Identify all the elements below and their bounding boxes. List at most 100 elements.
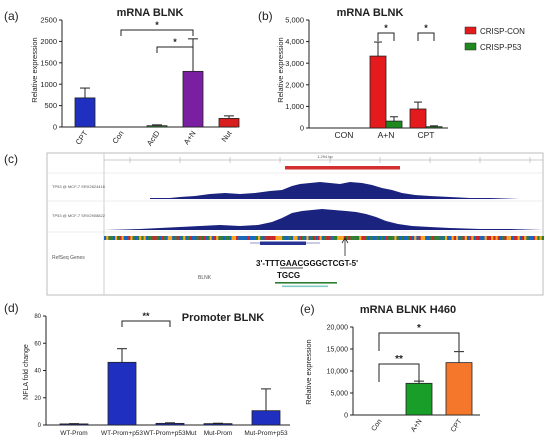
x-label: CPT <box>74 129 90 147</box>
base-mark <box>167 236 170 240</box>
panel-c: (c) 1,294 bp TP53 @ MCF-7 SRX2824416 TP5… <box>4 152 544 296</box>
base-mark <box>310 236 313 240</box>
x-label: WT-Prom+p53 <box>101 430 143 437</box>
base-mark <box>165 236 168 240</box>
panel-d-significance: ** <box>121 311 171 327</box>
sig-con-an-bracket <box>120 29 194 36</box>
bar-crisp-con-an <box>369 55 387 129</box>
base-mark <box>141 236 144 240</box>
y-tick-label: 1000 <box>40 80 57 89</box>
base-mark <box>139 236 142 240</box>
panel-d-title: Promoter BLNK <box>182 312 265 324</box>
bar-crisp-p53-cpt <box>425 126 443 129</box>
base-mark <box>134 236 137 240</box>
base-mark <box>258 236 261 240</box>
base-mark <box>405 236 408 240</box>
panel-e: (e) mRNA BLNK H460 Relative expression 0… <box>300 302 480 434</box>
base-mark <box>504 236 507 240</box>
base-mark <box>178 236 181 240</box>
base-mark <box>471 236 474 240</box>
base-mark <box>449 236 452 240</box>
base-mark <box>203 236 206 240</box>
base-mark <box>227 236 230 240</box>
base-mark <box>478 236 481 240</box>
sequence-top: 3'-TTTGAACGGGCTCGT-5' <box>256 259 358 268</box>
base-mark <box>436 236 439 240</box>
base-mark <box>106 236 109 240</box>
base-mark <box>475 236 478 240</box>
base-mark <box>132 236 135 240</box>
x-label: CPT <box>450 418 464 434</box>
base-mark <box>282 236 285 240</box>
sig-cpt-bracket <box>417 32 435 41</box>
x-label: ActD <box>145 129 162 148</box>
base-mark <box>511 236 514 240</box>
base-mark <box>280 236 283 240</box>
base-mark <box>185 236 188 240</box>
base-mark <box>176 236 179 240</box>
base-mark <box>255 236 258 240</box>
base-mark <box>484 236 487 240</box>
panel-b-y-ticks: 0 1,000 2,000 3,000 4,000 5,000 <box>285 16 309 133</box>
base-mark <box>482 236 485 240</box>
sig-wtp53-mut-bracket <box>121 320 171 327</box>
base-mark <box>438 236 441 240</box>
base-mark <box>236 236 239 240</box>
base-mark <box>407 236 410 240</box>
base-mark <box>159 236 162 240</box>
base-mark <box>423 236 426 240</box>
panel-a-title: mRNA BLNK <box>117 7 184 19</box>
base-mark <box>535 236 538 240</box>
track-1-coverage <box>104 182 543 199</box>
panel-c-label: (c) <box>4 152 18 166</box>
base-mark <box>321 236 324 240</box>
base-mark <box>431 236 434 240</box>
panel-b-significance: * * <box>377 23 435 41</box>
base-mark <box>324 236 327 240</box>
base-mark <box>275 236 278 240</box>
base-mark <box>385 236 388 240</box>
base-mark <box>502 236 505 240</box>
x-label: CON <box>335 130 354 140</box>
bar-mutprom <box>203 423 233 426</box>
base-mark <box>130 236 133 240</box>
x-label: A+N <box>410 418 424 433</box>
sig-con-cpt-label: * <box>417 323 421 334</box>
base-mark <box>414 236 417 240</box>
base-mark <box>458 236 461 240</box>
bar-an <box>182 70 204 128</box>
panel-b-legend: CRISP-CON CRISP-P53 <box>464 26 525 52</box>
y-tick-label: 1500 <box>40 58 57 67</box>
x-label: WT-Prom <box>60 430 87 437</box>
base-mark <box>150 236 153 240</box>
base-mark <box>539 236 542 240</box>
base-mark <box>341 236 344 240</box>
sig-con-an-label: ** <box>395 354 403 365</box>
base-mark <box>339 236 342 240</box>
motif-line-1 <box>275 282 337 284</box>
base-mark <box>456 236 459 240</box>
base-mark <box>231 236 234 240</box>
base-mark <box>315 236 318 240</box>
base-mark <box>216 236 219 240</box>
base-mark <box>143 236 146 240</box>
base-mark <box>170 236 173 240</box>
panel-b-label: (b) <box>258 9 273 23</box>
base-mark <box>497 236 500 240</box>
base-mark <box>218 236 221 240</box>
y-tick-label: 80 <box>34 314 41 320</box>
base-mark <box>517 236 520 240</box>
base-mark <box>467 236 470 240</box>
base-mark <box>273 236 276 240</box>
base-mark <box>189 236 192 240</box>
base-mark <box>313 236 316 240</box>
base-mark <box>260 236 263 240</box>
legend-label-crisp-con: CRISP-CON <box>480 27 525 36</box>
base-mark <box>266 236 269 240</box>
base-mark <box>453 236 456 240</box>
sig-con-cpt-bracket <box>378 332 460 351</box>
base-mark <box>308 236 311 240</box>
y-tick-label: 0 <box>300 124 304 133</box>
base-mark <box>513 236 516 240</box>
